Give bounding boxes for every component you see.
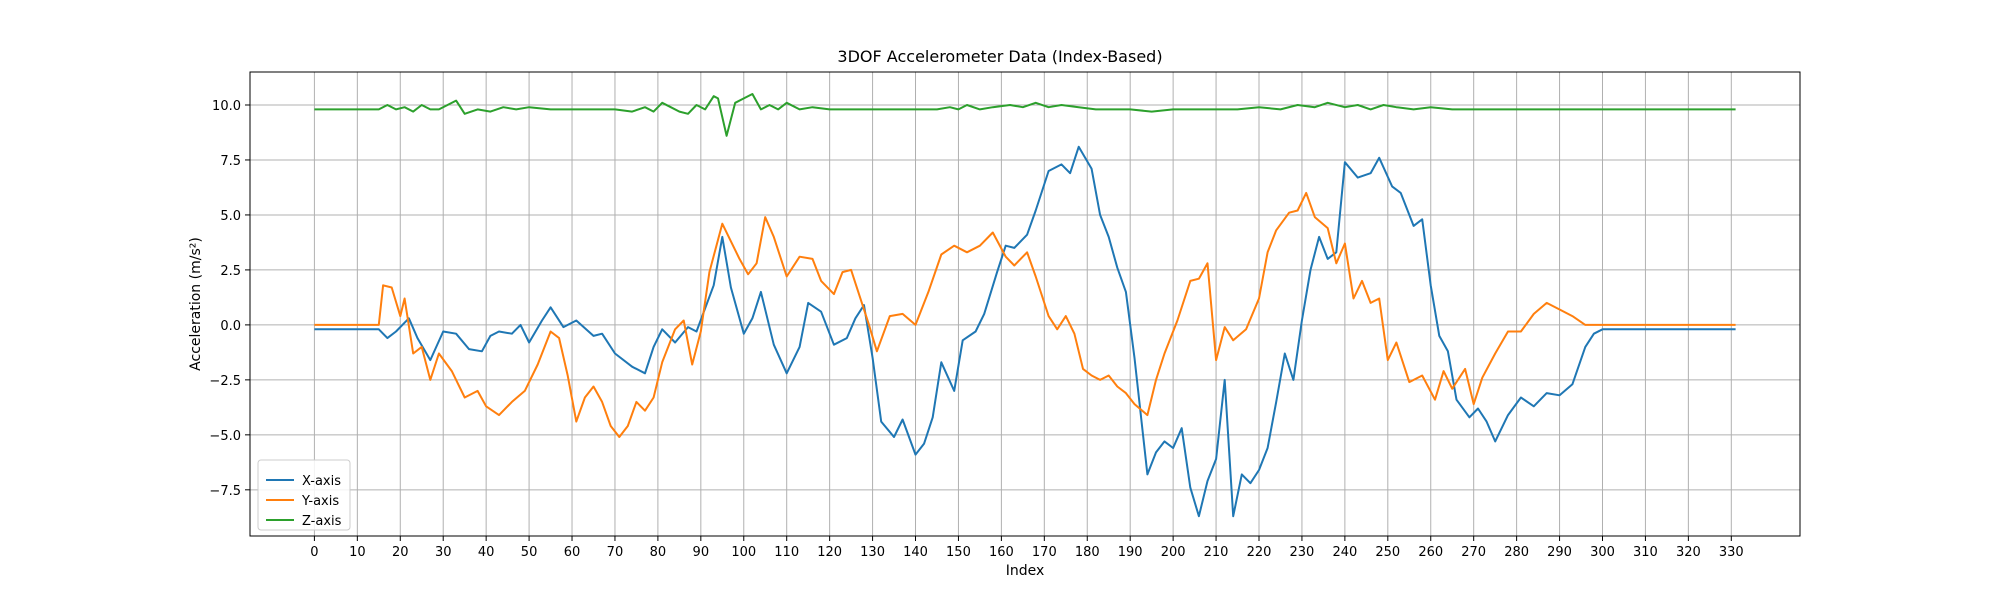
y-axis-label: Acceleration (m/s²) [188, 237, 204, 371]
x-tick-label: 310 [1633, 545, 1658, 560]
x-tick-label: 320 [1676, 545, 1701, 560]
x-tick-label: 80 [650, 545, 667, 560]
x-tick-label: 30 [435, 545, 452, 560]
x-tick-label: 190 [1118, 545, 1143, 560]
y-tick-label: −7.5 [209, 484, 241, 499]
legend-label-z-axis: Z-axis [302, 514, 342, 529]
x-tick-label: 60 [564, 545, 581, 560]
x-tick-label: 250 [1375, 545, 1400, 560]
x-tick-label: 170 [1032, 545, 1057, 560]
x-tick-label: 280 [1504, 545, 1529, 560]
y-tick-label: 5.0 [220, 209, 241, 224]
series-line-x-axis [314, 145, 1736, 518]
x-tick-label: 330 [1719, 545, 1744, 560]
x-tick-label: 130 [860, 545, 885, 560]
x-tick-label: 10 [349, 545, 366, 560]
x-tick-label: 100 [731, 545, 756, 560]
x-tick-label: 40 [478, 545, 495, 560]
x-tick-label: 120 [817, 545, 842, 560]
x-axis-ticks: 0 10 20 30 40 50 60 70 80 90 100 110 120 130 140 150 160… [310, 536, 1744, 560]
legend-label-x-axis: X-axis [302, 474, 341, 489]
y-axis-ticks: −7.5 −5.0 −2.5 0.0 2.5 5.0 7.5 10.0 [209, 99, 250, 499]
x-tick-label: 270 [1461, 545, 1486, 560]
x-tick-label: 210 [1204, 545, 1229, 560]
series-line-y-axis [314, 191, 1736, 438]
x-tick-label: 70 [607, 545, 624, 560]
x-tick-label: 300 [1590, 545, 1615, 560]
x-tick-label: 180 [1075, 545, 1100, 560]
legend-label-y-axis: Y-axis [301, 494, 339, 509]
x-tick-label: 90 [693, 545, 710, 560]
series-layer [314, 93, 1736, 518]
x-tick-label: 240 [1332, 545, 1357, 560]
x-tick-label: 200 [1161, 545, 1186, 560]
y-tick-label: 0.0 [220, 319, 241, 334]
plot-frame [249, 71, 1801, 537]
x-tick-label: 140 [903, 545, 928, 560]
y-tick-label: −2.5 [209, 374, 241, 389]
y-tick-label: 7.5 [220, 154, 241, 169]
series-line-z-axis [314, 93, 1736, 137]
x-tick-label: 110 [774, 545, 799, 560]
x-tick-label: 220 [1247, 545, 1272, 560]
grid-lines [250, 72, 1800, 536]
y-tick-label: −5.0 [209, 429, 241, 444]
x-tick-label: 160 [989, 545, 1014, 560]
y-tick-label: 2.5 [220, 264, 241, 279]
y-tick-label: 10.0 [212, 99, 241, 114]
legend: X-axis Y-axis Z-axis [257, 459, 351, 531]
x-tick-label: 20 [392, 545, 409, 560]
x-tick-label: 230 [1290, 545, 1315, 560]
chart-title: 3DOF Accelerometer Data (Index-Based) [837, 47, 1162, 66]
x-tick-label: 260 [1418, 545, 1443, 560]
legend-box [257, 459, 351, 531]
x-tick-label: 290 [1547, 545, 1572, 560]
x-axis-label: Index [1006, 563, 1045, 579]
x-tick-label: 150 [946, 545, 971, 560]
x-tick-label: 50 [521, 545, 538, 560]
x-tick-label: 0 [310, 545, 318, 560]
